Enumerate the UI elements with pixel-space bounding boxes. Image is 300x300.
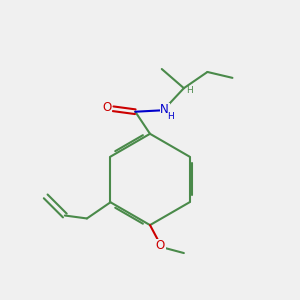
Text: O: O — [102, 101, 111, 114]
Text: H: H — [186, 86, 193, 95]
Text: H: H — [167, 112, 174, 121]
Text: N: N — [160, 103, 169, 116]
Text: O: O — [156, 239, 165, 252]
